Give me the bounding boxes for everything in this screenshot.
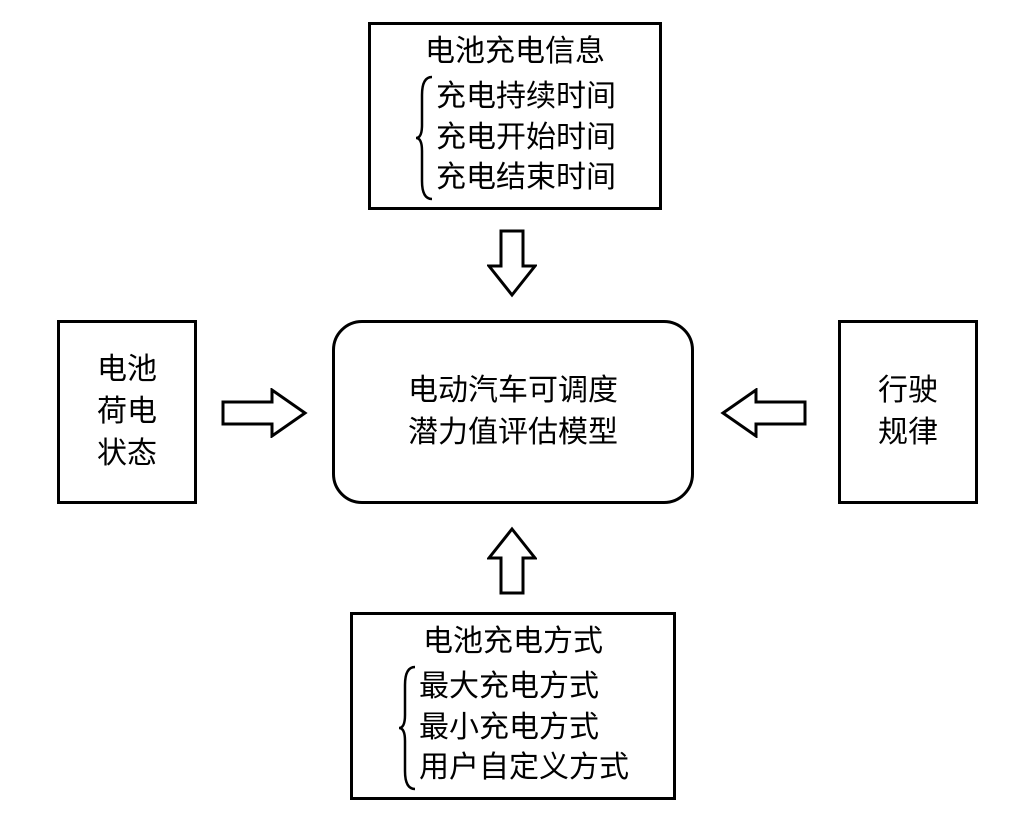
brace-icon — [414, 75, 436, 201]
center-line2: 潜力值评估模型 — [408, 412, 618, 454]
top-item-1: 充电开始时间 — [436, 118, 616, 159]
top-list: 充电持续时间 充电开始时间 充电结束时间 — [414, 75, 616, 201]
left-node: 电池 荷电 状态 — [57, 320, 197, 504]
right-l1: 行驶 — [878, 370, 938, 412]
bottom-item-0: 最大充电方式 — [419, 667, 599, 708]
center-line1: 电动汽车可调度 — [408, 370, 618, 412]
right-l2: 规律 — [878, 412, 938, 454]
bottom-item-2: 用户自定义方式 — [419, 748, 629, 789]
left-l3: 状态 — [97, 433, 157, 475]
bottom-header: 电池充电方式 — [423, 621, 603, 663]
bottom-item-1: 最小充电方式 — [419, 708, 599, 749]
center-node: 电动汽车可调度 潜力值评估模型 — [332, 320, 694, 504]
arrow-right-icon — [220, 388, 308, 438]
top-node: 电池充电信息 充电持续时间 充电开始时间 充电结束时间 — [368, 22, 662, 210]
arrow-down-icon — [487, 228, 537, 298]
right-node: 行驶 规律 — [838, 320, 978, 504]
top-item-0: 充电持续时间 — [436, 77, 616, 118]
arrow-left-icon — [720, 388, 808, 438]
bottom-list: 最大充电方式 最小充电方式 用户自定义方式 — [397, 665, 629, 791]
left-l2: 荷电 — [97, 391, 157, 433]
top-header: 电池充电信息 — [425, 31, 605, 73]
bottom-node: 电池充电方式 最大充电方式 最小充电方式 用户自定义方式 — [350, 612, 676, 800]
top-item-2: 充电结束时间 — [436, 158, 616, 199]
left-l1: 电池 — [97, 349, 157, 391]
brace-icon — [397, 665, 419, 791]
arrow-up-icon — [487, 526, 537, 596]
